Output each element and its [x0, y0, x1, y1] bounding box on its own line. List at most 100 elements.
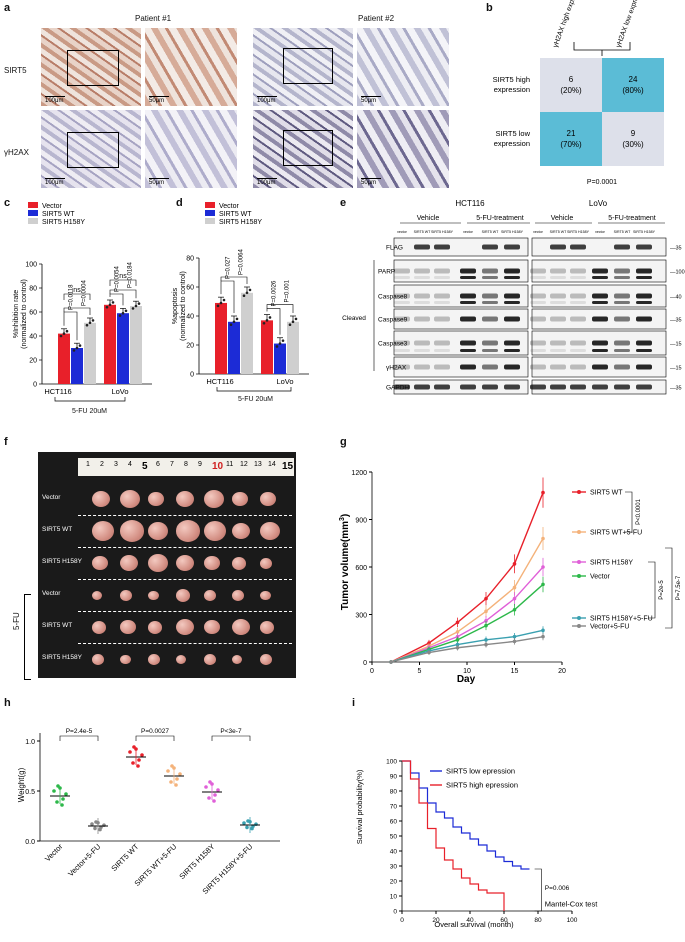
svg-text:Vehicle: Vehicle [417, 215, 440, 222]
svg-text:SIRT5 WT: SIRT5 WT [219, 211, 252, 218]
tumor [260, 492, 276, 507]
survival-curve [402, 760, 530, 870]
ytick-label: 80 [29, 286, 37, 293]
data-point [288, 323, 292, 326]
ruler-number: 10 [212, 461, 224, 472]
tumor [148, 654, 160, 665]
ytick-label: 0 [190, 372, 194, 379]
svg-text:P=0.0054: P=0.0054 [115, 265, 121, 292]
svg-text:%apoptosis: %apoptosis [172, 287, 179, 324]
data-point [93, 826, 97, 831]
data-point [121, 311, 125, 315]
blot-band [394, 384, 410, 390]
data-point [541, 536, 545, 541]
svg-text:(30%): (30%) [622, 140, 644, 149]
data-point [242, 294, 246, 297]
divider [78, 611, 292, 612]
ruler-number: 2 [100, 461, 104, 468]
svg-text:HCT116: HCT116 [455, 199, 485, 208]
xtick-label: SIRT5 H158Y [177, 842, 216, 881]
data-point [216, 788, 220, 792]
bracket-5fu [24, 594, 31, 680]
ruler-number: 14 [268, 461, 276, 468]
svg-text:P=7.5e-7: P=7.5e-7 [676, 575, 682, 600]
blot-label: FLAG [386, 245, 403, 252]
svg-text:P=0.0004: P=0.0004 [82, 279, 88, 306]
divider [78, 515, 292, 516]
tumor [120, 520, 144, 542]
ihc-image-p1-sirt5-low: 100μm [41, 28, 141, 106]
cell-high-low [602, 58, 664, 112]
svg-text:Vehicle: Vehicle [551, 215, 574, 222]
blot-band [504, 384, 520, 390]
data-point [55, 800, 59, 804]
data-point [64, 792, 68, 796]
panel-label-f: f [4, 436, 8, 448]
tumor [148, 522, 168, 540]
data-point [484, 623, 488, 628]
blot-band [636, 268, 652, 274]
tumor [176, 491, 194, 508]
tumor [232, 590, 244, 601]
blot-band [570, 364, 586, 370]
lane-label: vector [533, 230, 544, 234]
blot-band [530, 340, 546, 346]
ytick-label: 0 [393, 909, 397, 916]
tumor [92, 654, 104, 665]
panel-label-h: h [4, 697, 11, 709]
lane-label: SIRT5 WT [550, 230, 568, 234]
mw-label: —35 [670, 318, 682, 324]
data-point [108, 303, 112, 307]
data-point [166, 769, 170, 773]
mw-label: —15 [670, 342, 682, 348]
label-5fu: 5-FU [12, 612, 21, 630]
blot-band [414, 364, 430, 370]
panel-label-d: d [176, 197, 183, 209]
xtick-label: 20 [558, 668, 566, 675]
series-line [390, 566, 544, 663]
data-point [132, 745, 136, 749]
data-point [88, 321, 92, 325]
blot-band [460, 349, 476, 352]
blot-band [592, 364, 608, 370]
svg-text:(70%): (70%) [560, 140, 582, 149]
legend-entry: SIRT5 H158Y+5-FU [590, 616, 653, 623]
test-label: Mantel-Cox test [545, 900, 598, 909]
data-point [281, 339, 285, 342]
tumor [204, 654, 216, 665]
blot-band [592, 340, 608, 346]
xtick-label: 80 [534, 917, 542, 924]
blot-band [434, 340, 450, 346]
tumor-row-label: SIRT5 WT [42, 622, 73, 629]
data-point [427, 650, 431, 655]
blot-band [460, 364, 476, 370]
blot-band [614, 293, 630, 299]
svg-text:HCT116: HCT116 [44, 387, 71, 396]
blot-band [482, 364, 498, 370]
xtick-label: 100 [567, 917, 578, 924]
xtick-label: 10 [463, 668, 471, 675]
tumor [204, 521, 226, 541]
svg-text:(normalized to control): (normalized to control) [180, 271, 187, 341]
data-point [85, 323, 89, 327]
blot-band [614, 276, 630, 279]
bar-LoVo-1 [274, 343, 286, 374]
data-point [291, 320, 295, 324]
blot-band [614, 349, 630, 352]
legend-entry: Vector [590, 574, 611, 581]
blot-band [550, 244, 566, 250]
ytick-label: 100 [25, 262, 37, 269]
blot-band [570, 276, 586, 279]
blot-band [482, 316, 498, 322]
blot-band [414, 268, 430, 274]
tumor [120, 590, 132, 601]
data-point [65, 329, 69, 333]
blot-band [530, 316, 546, 322]
data-point [541, 565, 545, 569]
blot-band [550, 340, 566, 346]
data-point [248, 288, 252, 292]
data-point [222, 298, 226, 302]
ytick-label: 30 [390, 864, 398, 871]
tumor [148, 554, 168, 572]
bar-HCT116-2 [84, 322, 96, 384]
